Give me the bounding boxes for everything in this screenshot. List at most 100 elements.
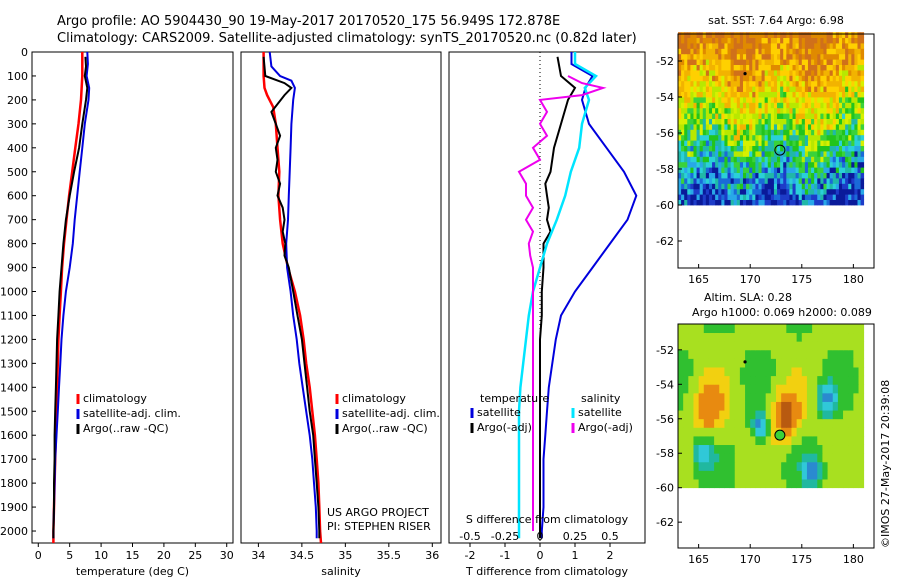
map-cell	[773, 183, 778, 190]
map-cell	[776, 367, 782, 377]
map-cell	[758, 156, 762, 163]
map-cell	[690, 118, 694, 125]
map-cell	[719, 418, 725, 428]
map-cell	[678, 418, 684, 428]
map-cell	[822, 367, 828, 377]
map-cell	[773, 59, 778, 65]
map-cell	[823, 37, 827, 44]
series-line-3	[517, 52, 598, 539]
map-cell	[811, 161, 815, 168]
map-cell	[714, 479, 720, 489]
map-cell	[746, 32, 750, 38]
map-cell	[817, 324, 823, 334]
map-cell	[684, 70, 688, 76]
map-cell	[776, 436, 782, 446]
map-cell	[801, 375, 808, 385]
x-tick-label: 2	[607, 549, 614, 562]
map-cell	[804, 97, 809, 103]
map-cell	[795, 199, 800, 206]
map-cell	[727, 48, 732, 55]
map-cell	[842, 37, 846, 44]
map-cell	[765, 349, 772, 359]
map-cell	[703, 384, 710, 394]
map-cell	[842, 134, 846, 141]
map-cell	[730, 124, 735, 130]
map-cell	[678, 102, 682, 109]
map-cell	[843, 470, 849, 480]
map-cell	[795, 194, 800, 200]
map-cell	[789, 167, 793, 173]
map-cell	[860, 194, 865, 200]
map-cell	[733, 70, 738, 76]
map-cell	[736, 172, 741, 179]
map-cell	[739, 418, 746, 428]
map-cell	[749, 37, 753, 44]
map-cell	[854, 129, 858, 136]
y-tick-label: 1100	[0, 309, 28, 322]
map-cell	[835, 183, 840, 190]
map-cell	[733, 48, 738, 55]
map-cell	[708, 43, 713, 49]
series-line-4	[517, 75, 607, 531]
map-cell	[712, 161, 716, 168]
map-cell	[678, 367, 684, 377]
map-cell	[817, 59, 821, 65]
map-cell	[796, 436, 803, 446]
map-cell	[791, 436, 798, 446]
map-cell	[776, 479, 782, 489]
map-cell	[804, 178, 809, 184]
map-cell	[786, 32, 790, 38]
map-cell	[699, 53, 704, 60]
map-cell	[838, 118, 843, 125]
map-cell	[857, 80, 861, 87]
map-cell	[767, 70, 772, 76]
map-cell	[749, 140, 753, 146]
map-cell	[758, 32, 762, 38]
map-cell	[817, 401, 823, 411]
map-cell	[693, 151, 697, 157]
map-cell	[761, 32, 766, 38]
map-cell	[693, 384, 700, 394]
map-cell	[742, 172, 747, 179]
map-cell	[752, 48, 756, 55]
map-cell	[783, 118, 787, 125]
map-cell	[854, 64, 858, 71]
map-cell	[853, 470, 859, 480]
map-cell	[767, 199, 772, 206]
map-cell	[845, 156, 849, 163]
map-cell	[827, 444, 834, 454]
map-cell	[730, 167, 735, 173]
map-cell	[804, 188, 809, 195]
x-tick-label: 175	[791, 273, 812, 286]
map-cell	[687, 178, 691, 184]
map-cell	[796, 367, 803, 377]
map-cell	[792, 156, 796, 163]
map-cell	[773, 80, 778, 87]
map-cell	[749, 75, 753, 82]
map-cell	[687, 167, 691, 173]
map-cell	[783, 48, 787, 55]
map-cells	[678, 32, 865, 206]
map-cell	[791, 410, 798, 420]
map-cell	[724, 401, 730, 411]
map-cell	[703, 324, 710, 334]
map-cell	[804, 167, 809, 173]
map-cell	[801, 140, 806, 146]
map-cell	[838, 86, 843, 92]
map-cell	[764, 53, 769, 60]
map-cell	[693, 118, 697, 125]
map-cell	[786, 156, 790, 163]
map-cell	[795, 86, 800, 92]
map-cell	[783, 156, 787, 163]
map-cell	[739, 140, 744, 146]
map-cell	[860, 156, 865, 163]
map-cell	[804, 107, 809, 114]
map-cell	[764, 59, 769, 65]
map-cell	[730, 145, 735, 152]
map-cell	[795, 43, 800, 49]
map-cell	[860, 151, 865, 157]
map-cell	[817, 145, 821, 152]
map-cell	[820, 124, 824, 130]
map-cell	[780, 102, 784, 109]
